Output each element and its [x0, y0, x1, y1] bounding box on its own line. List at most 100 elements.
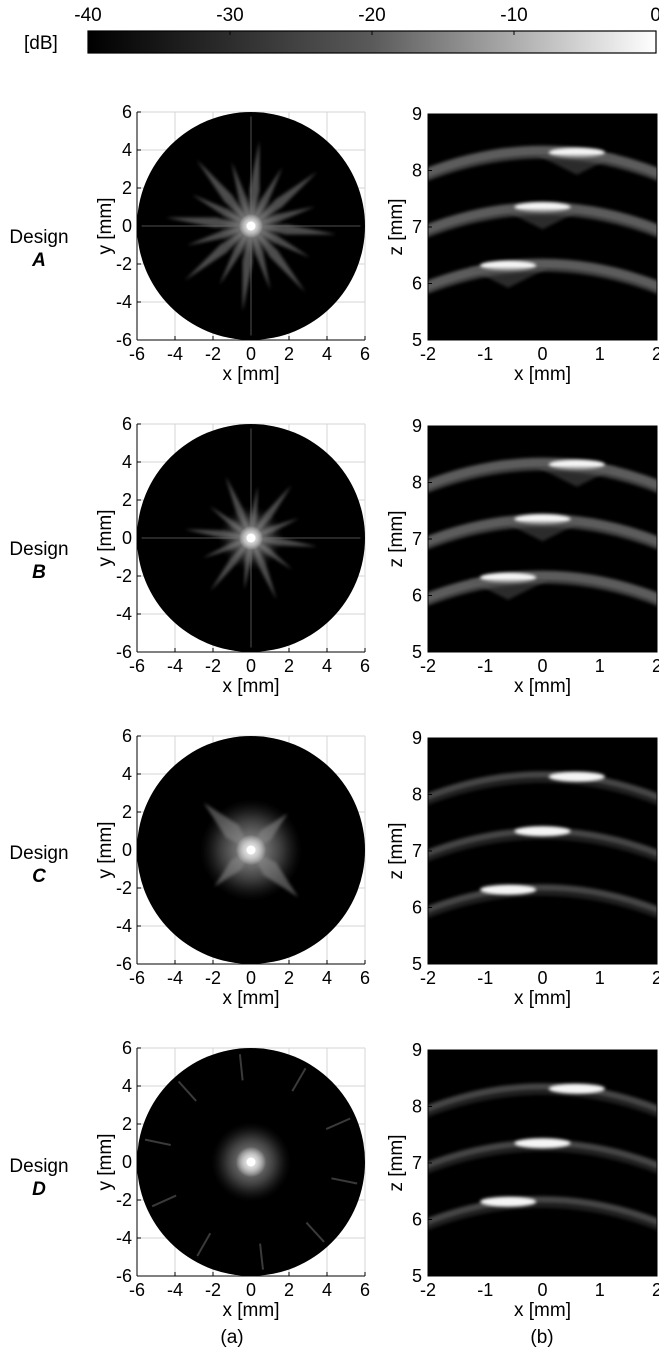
psf-arm — [225, 476, 251, 538]
x-tick-label: 1 — [595, 344, 605, 364]
y-axis-label: z [mm] — [386, 823, 407, 880]
y-axis-label: y [mm] — [95, 198, 116, 255]
psf-arm — [251, 226, 310, 258]
x-tick-label: -1 — [477, 968, 493, 988]
psf-plot-c: -6 -4 -2 0 2 4 6 -6 -4 -2 0 2 4 6 x [mm] y [mm] — [95, 726, 370, 1009]
x-axis-label: x [mm] — [223, 364, 280, 385]
bmode-plot-b: -2 -1 0 1 2 5 6 7 8 9 x [mm] z [mm] — [386, 416, 659, 697]
x-tick-label: -1 — [477, 656, 493, 676]
x-tick-label: -2 — [205, 968, 221, 988]
x-tick-label: 2 — [284, 656, 294, 676]
psf-streak — [196, 1232, 212, 1257]
reflector-shadow — [536, 466, 617, 487]
reflector-band — [428, 457, 657, 491]
colorbar-tick-label: -10 — [500, 5, 527, 26]
psf-arm — [251, 537, 317, 547]
psf-arm — [219, 226, 251, 285]
x-tick-label: -6 — [129, 968, 145, 988]
y-tick-label: -2 — [116, 254, 132, 274]
reflector-sidelobe — [428, 891, 657, 918]
x-tick-label: 0 — [537, 344, 547, 364]
design-label-a: Design A — [0, 226, 78, 272]
y-tick-label: 8 — [412, 161, 422, 181]
design-label-prefix: Design — [9, 843, 69, 864]
reflector-sidelobe — [428, 1090, 657, 1117]
psf-peak — [246, 845, 256, 855]
psf-peak — [246, 221, 256, 231]
psf-streak — [144, 1138, 171, 1146]
reflector-peak — [514, 1138, 571, 1149]
colorbar: [dB] -40 -30 -20 -10 0 — [24, 5, 659, 54]
psf-arm — [251, 206, 315, 226]
y-tick-label: 6 — [412, 1210, 422, 1230]
y-tick-label: 8 — [412, 785, 422, 805]
bmode-plot-a: -2 -1 0 1 2 5 6 7 8 9 x [mm] z [mm] — [386, 104, 659, 385]
reflector-band — [428, 884, 657, 914]
reflector-peak — [480, 1196, 537, 1207]
y-tick-label: -6 — [116, 330, 132, 350]
x-tick-label: 4 — [322, 968, 332, 988]
reflector-peak — [514, 826, 571, 837]
y-tick-label: -6 — [116, 642, 132, 662]
y-tick-label: 8 — [412, 1097, 422, 1117]
design-label-prefix: Design — [9, 227, 69, 248]
psf-arm — [187, 226, 251, 246]
y-tick-label: 5 — [412, 1266, 422, 1286]
x-tick-label: 4 — [322, 344, 332, 364]
y-tick-label: -4 — [116, 916, 132, 936]
x-tick-label: 0 — [537, 968, 547, 988]
psf-peak — [246, 1157, 256, 1167]
y-tick-label: 7 — [412, 217, 422, 237]
reflector-band — [428, 258, 657, 292]
reflector-shadow — [502, 521, 583, 542]
x-axis-label: x [mm] — [514, 676, 571, 697]
y-tick-label: 0 — [122, 528, 132, 548]
x-tick-label: 4 — [322, 656, 332, 676]
psf-arm — [244, 538, 252, 590]
y-axis-label: z [mm] — [386, 511, 407, 568]
psf-streak — [291, 1067, 307, 1092]
psf-arm — [231, 162, 251, 226]
psf-streak — [259, 1243, 264, 1270]
x-tick-label: 2 — [284, 344, 294, 364]
y-tick-label: 9 — [412, 104, 422, 124]
x-tick-label: -2 — [205, 344, 221, 364]
colorbar-unit-label: [dB] — [24, 33, 58, 54]
y-axis-label: z [mm] — [386, 1135, 407, 1192]
x-tick-label: 2 — [652, 656, 659, 676]
colorbar-ticks: -40 -30 -20 -10 0 — [74, 5, 659, 35]
y-tick-label: 6 — [122, 726, 132, 746]
colorbar-tick-label: -40 — [74, 5, 101, 26]
y-tick-label: 6 — [122, 102, 132, 122]
x-tick-label: 0 — [246, 1280, 256, 1300]
x-tick-label: 6 — [360, 1280, 370, 1300]
y-tick-label: 0 — [122, 1152, 132, 1172]
x-tick-label: -2 — [420, 344, 436, 364]
y-tick-label: -2 — [116, 1190, 132, 1210]
y-tick-label: 6 — [122, 1038, 132, 1058]
y-tick-label: -4 — [116, 292, 132, 312]
panel-column-b: -2 -1 0 1 2 5 6 7 8 9 x [mm] z [mm] -2 -1 0 1 2 5 6 7 8 9 x [m… — [386, 104, 659, 1321]
reflector-layer — [428, 1083, 657, 1230]
psf-arm — [251, 224, 337, 235]
x-tick-label: -1 — [477, 344, 493, 364]
x-tick-label: -2 — [420, 656, 436, 676]
reflector-layer — [428, 145, 657, 294]
psf-streak — [238, 1054, 244, 1081]
y-tick-label: 7 — [412, 529, 422, 549]
y-tick-label: -2 — [116, 566, 132, 586]
y-tick-label: 2 — [122, 490, 132, 510]
reflector-peak — [548, 1083, 605, 1094]
y-tick-label: 6 — [122, 414, 132, 434]
x-tick-label: -1 — [477, 1280, 493, 1300]
x-axis-label: x [mm] — [223, 1300, 280, 1321]
psf-arm — [203, 538, 251, 558]
x-tick-label: 0 — [537, 1280, 547, 1300]
psf-arm — [250, 486, 258, 538]
reflector-layer — [428, 771, 657, 918]
y-tick-label: 9 — [412, 416, 422, 436]
x-axis-label: x [mm] — [514, 988, 571, 1009]
x-tick-label: -6 — [129, 344, 145, 364]
y-axis-label: z [mm] — [386, 199, 407, 256]
psf-arm — [209, 506, 251, 538]
